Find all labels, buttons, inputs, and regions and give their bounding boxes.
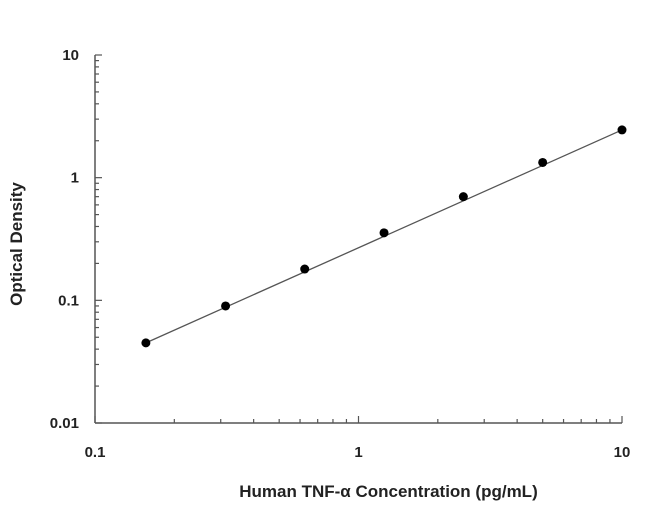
y-axis-label: Optical Density xyxy=(7,182,26,306)
y-tick-label: 1 xyxy=(71,170,79,187)
data-point xyxy=(221,301,231,311)
y-tick-label: 0.01 xyxy=(50,415,79,432)
x-tick-label: 1 xyxy=(354,444,362,461)
data-point xyxy=(458,192,468,202)
data-point xyxy=(538,157,548,167)
data-point xyxy=(300,264,310,274)
axes xyxy=(94,55,622,424)
data-point xyxy=(379,228,389,238)
x-tick-label: 0.1 xyxy=(85,444,106,461)
data-point xyxy=(141,338,151,348)
x-axis-label: Human TNF-α Concentration (pg/mL) xyxy=(239,482,537,501)
tick-labels: 0.01 0.1 1 10 0.1 1 10 xyxy=(50,47,631,461)
x-tick-label: 10 xyxy=(614,444,631,461)
y-tick-label: 10 xyxy=(62,47,79,64)
ticks xyxy=(94,54,623,424)
data-points xyxy=(141,125,627,348)
data-point xyxy=(617,125,627,135)
y-tick-label: 0.1 xyxy=(58,292,79,309)
